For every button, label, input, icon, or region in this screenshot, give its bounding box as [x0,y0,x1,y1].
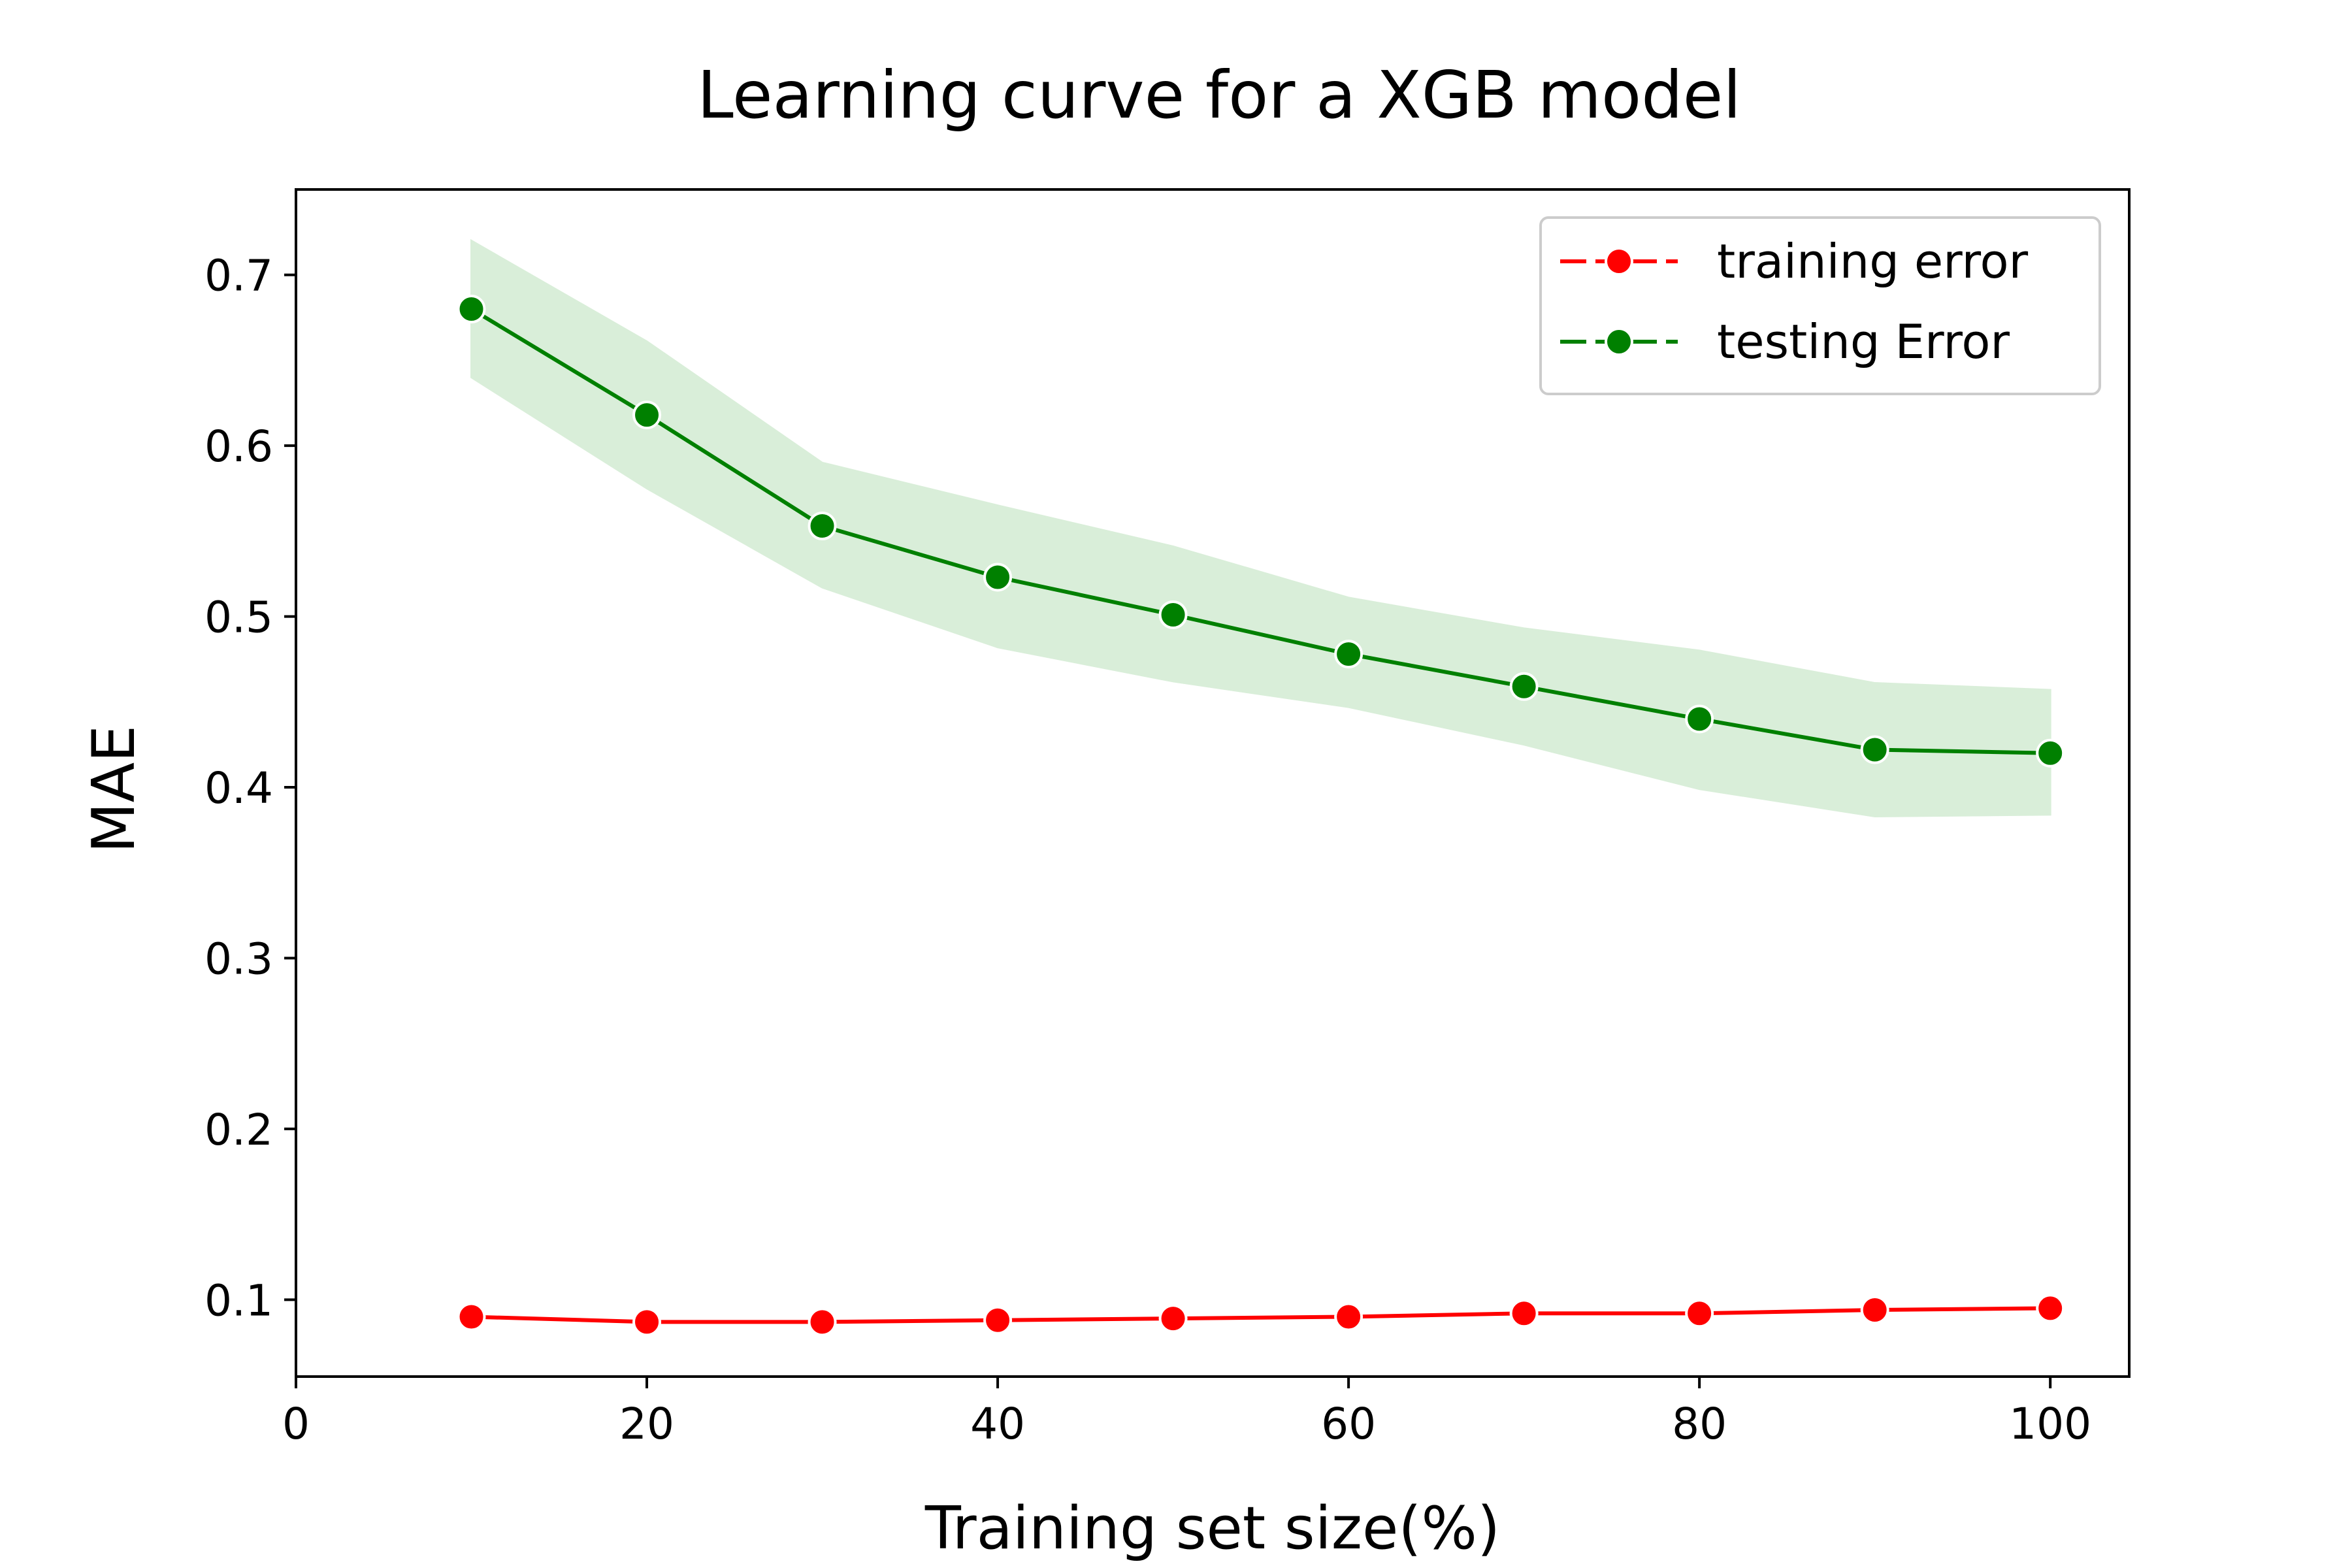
x-tick-label: 20 [619,1399,674,1449]
x-tick-label: 0 [282,1399,310,1449]
legend-label-0: training error [1717,234,2029,289]
data-point-1-3 [983,563,1013,592]
y-tick-label: 0.1 [204,1275,273,1326]
legend-label-1: testing Error [1717,314,2010,369]
data-point-1-7 [1685,704,1714,734]
data-point-0-8 [1860,1296,1889,1325]
legend: training error testing Error [1539,216,2101,395]
y-tick-label: 0.2 [204,1105,273,1155]
y-tick-label: 0.7 [204,251,273,301]
data-point-1-2 [808,512,837,541]
data-point-1-9 [2036,738,2065,768]
data-point-0-0 [457,1302,486,1331]
legend-marker-0 [1605,247,1633,276]
x-tick-label: 80 [1672,1399,1727,1449]
x-tick-label: 40 [970,1399,1025,1449]
x-tick-label: 100 [2009,1399,2091,1449]
data-point-0-6 [1509,1299,1539,1328]
data-point-0-3 [983,1305,1013,1335]
data-point-1-5 [1334,640,1364,669]
legend-entries: training error testing Error [1560,234,2029,369]
y-axis-label: MAE [80,725,148,853]
legend-box [1539,216,2101,395]
data-point-0-9 [2036,1294,2065,1323]
data-point-0-7 [1685,1299,1714,1328]
y-tick-label: 0.6 [204,421,273,472]
data-point-1-1 [632,400,662,430]
data-point-0-4 [1158,1304,1188,1333]
data-point-0-2 [808,1307,837,1337]
series-line-0 [471,1306,2051,1324]
data-point-1-8 [1860,735,1889,764]
data-point-0-5 [1334,1302,1364,1331]
x-tick-label: 60 [1321,1399,1376,1449]
data-point-1-0 [457,295,486,324]
series-line-1 [470,307,2051,755]
legend-marker-1 [1605,327,1633,356]
confidence-band-1 [470,238,2051,817]
chart-title: Learning curve for a XGB model [697,57,1741,133]
y-axis-ticks: 0.1 0.2 0.3 0.4 0.5 0.6 0.7 [204,251,296,1326]
x-axis-label: Training set size(%) [924,1494,1500,1563]
data-point-1-4 [1158,600,1188,629]
plot-area [457,238,2065,1337]
data-point-0-1 [632,1307,662,1337]
axes-frame [295,188,2131,1378]
y-tick-label: 0.3 [204,934,273,984]
data-point-1-6 [1509,672,1539,701]
y-tick-label: 0.5 [204,593,273,643]
y-tick-label: 0.4 [204,763,273,813]
x-axis-ticks: 0 20 40 60 80 100 [282,1377,2091,1449]
